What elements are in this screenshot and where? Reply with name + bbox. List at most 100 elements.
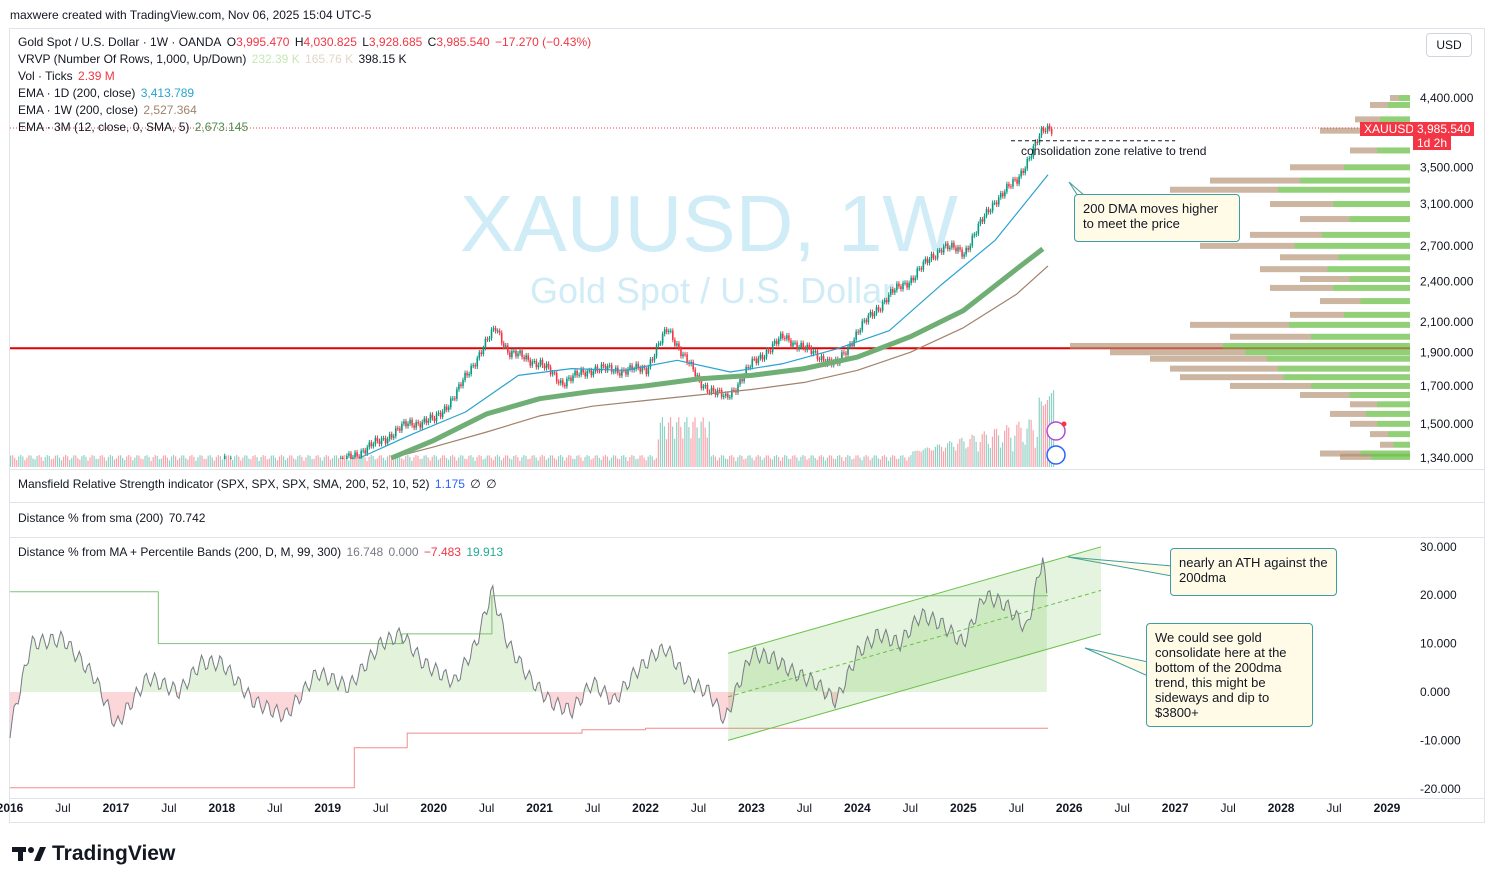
volume-bar (755, 456, 757, 467)
vrvp-up-row (1377, 401, 1410, 408)
ath-note[interactable]: nearly an ATH against the 200dma (1170, 548, 1337, 596)
candle-body (435, 413, 438, 422)
volume-bar (109, 455, 112, 467)
candle-body (384, 438, 387, 444)
candle-body (706, 384, 709, 392)
oscillator-axis-tick: 0.000 (1420, 685, 1450, 699)
vrvp-up-row (1349, 276, 1410, 283)
time-axis-tick: Jul (161, 801, 176, 815)
legend-ema-1w[interactable]: EMA · 1W (200, close) 2,527.364 (18, 102, 199, 119)
candle-body (989, 211, 992, 213)
volume-bar (737, 457, 739, 467)
volume-bar (244, 455, 246, 467)
legend-change: −17.270 (−0.43%) (495, 35, 592, 49)
volume-bar (729, 455, 731, 467)
volume-bar (572, 458, 574, 467)
tradingview-icon (12, 847, 46, 861)
volume-bar (356, 458, 358, 467)
candle-body (680, 348, 682, 357)
candle-body (437, 412, 440, 414)
volume-bar (529, 458, 531, 467)
volume-bar (144, 455, 146, 467)
candle-body (486, 338, 489, 340)
currency-button[interactable]: USD (1426, 33, 1472, 57)
volume-bar (433, 455, 435, 467)
vrvp-up-row (1311, 382, 1410, 389)
volume-bar (282, 456, 285, 467)
mansfield-na2: ∅ (486, 477, 497, 491)
volume-bar (951, 442, 953, 467)
candle-body (354, 452, 356, 458)
volume-bar (659, 422, 661, 467)
time-axis-tick: 2027 (1162, 801, 1189, 815)
distma-v1: 16.748 (346, 545, 384, 559)
candle-body (342, 458, 344, 460)
legend-l-label: L (362, 35, 369, 49)
legend-volume[interactable]: Vol · Ticks 2.39 M (18, 68, 117, 85)
candle-body (655, 345, 658, 357)
candle-body (413, 425, 415, 428)
volume-bar (1022, 441, 1024, 467)
volume-bar (828, 455, 831, 467)
volume-bar (851, 459, 853, 467)
volume-bar (1042, 405, 1044, 467)
volume-bar (779, 460, 782, 467)
volume-bar (594, 455, 596, 467)
volume-bar (765, 455, 767, 467)
candle-body (619, 372, 621, 376)
consolidate-note[interactable]: We could see gold consolidate here at th… (1146, 623, 1313, 727)
volume-bar (203, 458, 205, 467)
volume-bar (335, 455, 338, 467)
legend-mansfield[interactable]: Mansfield Relative Strength indicator (S… (18, 476, 499, 493)
volume-bar (172, 455, 175, 467)
legend-distance-ma[interactable]: Distance % from MA + Percentile Bands (2… (18, 544, 505, 561)
candle-body (867, 315, 870, 323)
volume-bar (480, 456, 482, 467)
consolidation-label[interactable]: consolidation zone relative to trend (1021, 144, 1207, 158)
volume-bar (464, 458, 466, 467)
legend-vrvp[interactable]: VRVP (Number Of Rows, 1,000, Up/Down) 23… (18, 51, 408, 68)
volume-bar (309, 455, 311, 467)
legend-ema-3m[interactable]: EMA · 3M (12, close, 0, SMA, 5) 2,673.14… (18, 119, 250, 136)
pane-separator[interactable] (9, 537, 1485, 538)
vrvp-up-row (1333, 284, 1410, 291)
volume-bar (559, 455, 562, 467)
volume-bar (415, 455, 417, 467)
legend-ema-1d[interactable]: EMA · 1D (200, close) 3,413.789 (18, 85, 196, 102)
candle-body (944, 243, 947, 247)
candle-body (761, 354, 764, 360)
volume-bar (456, 460, 458, 467)
volume-bar (105, 460, 107, 467)
candle-body (784, 337, 786, 339)
pane-separator[interactable] (9, 469, 1485, 470)
vrvp-up-row (1311, 333, 1410, 340)
candle-body (979, 219, 982, 224)
volume-bar (614, 455, 617, 467)
volume-bar (130, 456, 132, 467)
ema1d-label: EMA · 1D (200, close) (18, 86, 136, 100)
volume-bar (138, 455, 140, 467)
candle-body (1046, 125, 1049, 132)
volume-bar (494, 456, 497, 467)
volume-bar (969, 439, 971, 467)
volume-bar (551, 455, 554, 467)
pane-separator[interactable] (9, 502, 1485, 503)
volume-bar (1004, 430, 1006, 467)
legend-distance-sma[interactable]: Distance % from sma (200) 70.742 (18, 510, 207, 527)
volume-bar (449, 456, 452, 467)
volume-bar (81, 456, 83, 467)
volume-bar (796, 457, 798, 467)
volume-bar (908, 456, 910, 467)
volume-bar (232, 459, 234, 467)
candle-body (985, 209, 988, 216)
dma-note[interactable]: 200 DMA moves higher to meet the price (1074, 194, 1240, 242)
volume-bar (360, 455, 362, 467)
candle-body (1008, 184, 1010, 187)
candle-body (659, 343, 662, 345)
volume-bar (938, 444, 941, 467)
candle-body (951, 242, 953, 248)
volume-bar (767, 455, 769, 467)
legend-h-label: H (294, 35, 304, 49)
tradingview-logo[interactable]: TradingView (12, 842, 175, 866)
